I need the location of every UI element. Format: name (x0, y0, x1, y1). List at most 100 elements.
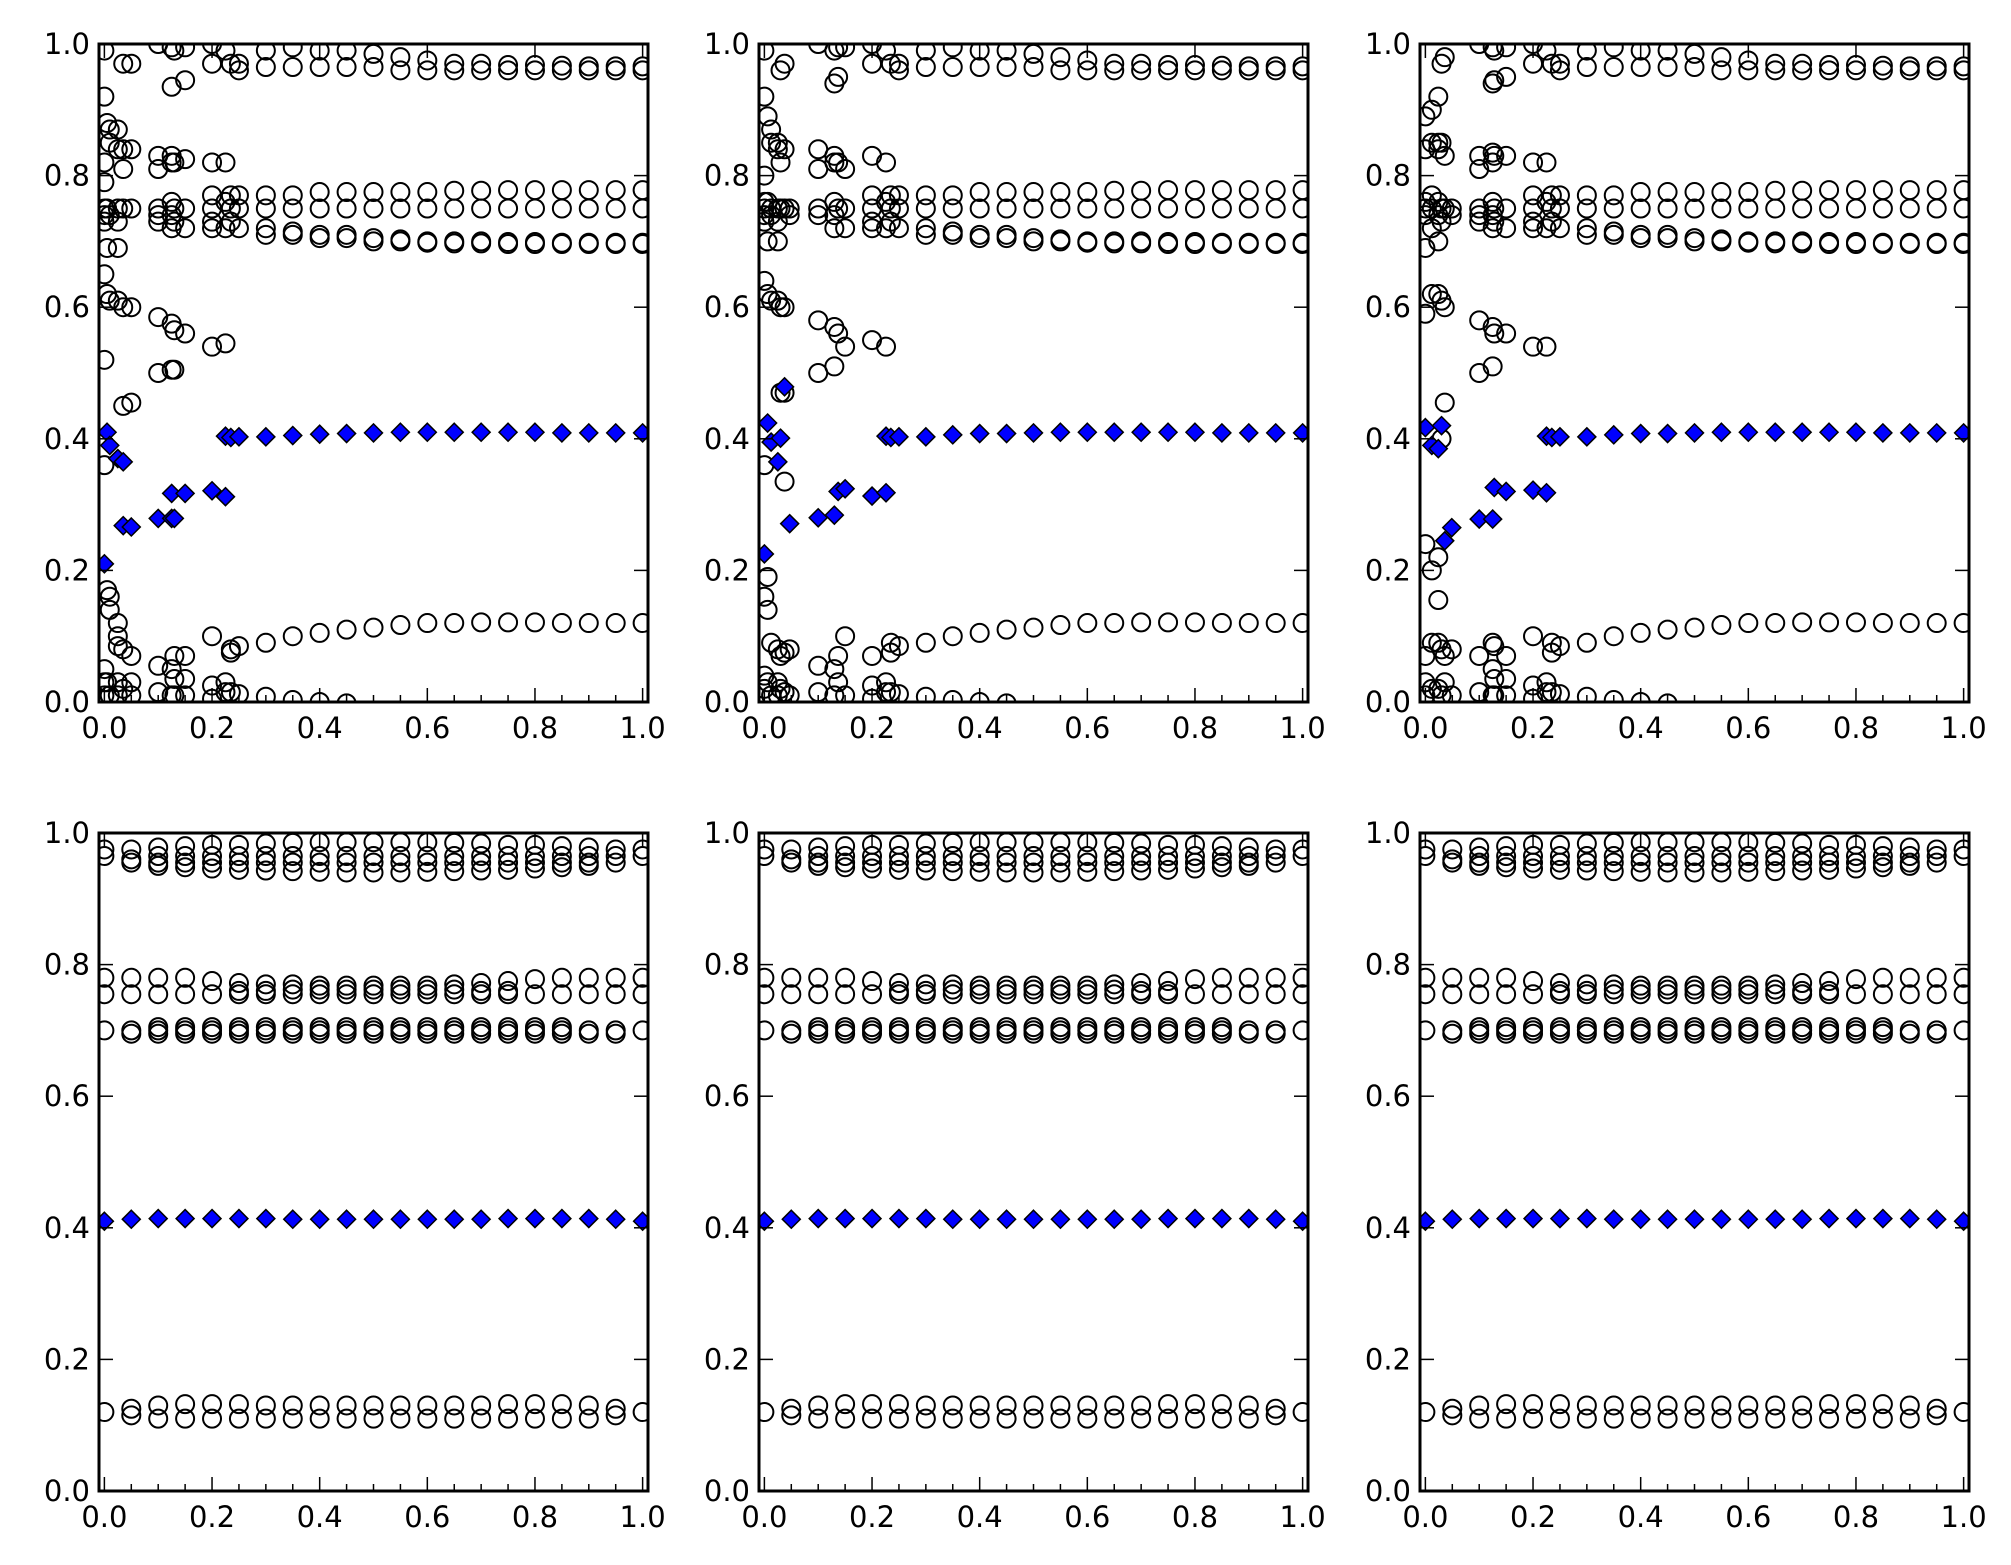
circle-point (578, 1408, 599, 1429)
circle-point (1469, 1408, 1490, 1429)
circle-point (876, 672, 897, 693)
circle-point (1819, 612, 1840, 633)
circle-point (99, 659, 115, 680)
circle-point (1899, 846, 1920, 867)
circle-point (1765, 852, 1786, 873)
circle-point (1523, 1394, 1544, 1415)
diamond-point (497, 1208, 519, 1229)
circle-point (1077, 1395, 1098, 1416)
circle-point (1792, 233, 1813, 254)
circle-point (309, 1395, 330, 1416)
circle-point (524, 969, 545, 990)
circle-point (1158, 859, 1179, 880)
circle-point (1549, 859, 1570, 880)
x-tick-label: 0.4 (297, 711, 343, 745)
circle-point (99, 455, 115, 476)
circle-point (282, 690, 303, 702)
circle-point (161, 44, 182, 58)
circle-point (996, 57, 1017, 78)
circle-point (1953, 984, 1969, 1005)
circle-point (1469, 159, 1490, 180)
circle-point (1819, 1408, 1840, 1429)
circle-point (1684, 862, 1705, 883)
circle-point (336, 57, 357, 78)
circle-point (1765, 1408, 1786, 1429)
circle-point (1292, 967, 1308, 988)
circle-point (1238, 1023, 1259, 1044)
circle-point (1738, 861, 1759, 882)
diamond-point (1077, 1209, 1098, 1230)
circle-point (605, 846, 626, 867)
circle-point (1738, 1408, 1759, 1429)
circle-point (1077, 846, 1098, 867)
circle-point (759, 566, 778, 587)
circle-point (202, 846, 223, 867)
circle-point (1872, 234, 1893, 255)
diamond-point (228, 1208, 250, 1229)
circle-point (1872, 55, 1893, 76)
diamond-point (1872, 1208, 1893, 1229)
circle-point (1442, 852, 1463, 873)
circle-point (1792, 852, 1813, 873)
y-tick-label: 1.0 (44, 816, 90, 850)
circle-point (781, 839, 802, 860)
circle-point (1576, 198, 1597, 219)
circle-point (390, 1408, 411, 1429)
x-tick-label: 1.0 (1280, 711, 1326, 745)
circle-point (148, 655, 169, 676)
circle-point (1603, 198, 1624, 219)
circle-point (309, 1023, 330, 1044)
circle-point (336, 693, 357, 702)
circle-point (1738, 198, 1759, 219)
circle-point (1603, 224, 1624, 245)
diamond-point (417, 422, 438, 443)
circle-point (888, 218, 909, 239)
circle-point (605, 60, 626, 81)
circle-point (1104, 974, 1125, 995)
circle-point (808, 1023, 829, 1044)
circle-point (1469, 984, 1490, 1005)
circle-point (1292, 846, 1308, 867)
circle-point (1926, 613, 1947, 634)
circle-point (202, 336, 223, 357)
diamond-point (1077, 422, 1098, 443)
circle-point (1442, 1023, 1463, 1044)
circle-point (1158, 1394, 1179, 1415)
diamond-point (578, 1208, 599, 1229)
circle-point (1549, 636, 1570, 657)
circle-point (1077, 1023, 1098, 1044)
circle-point (363, 198, 384, 219)
circle-point (1050, 231, 1071, 252)
circle-point (1657, 846, 1678, 867)
circle-point (1420, 1402, 1436, 1423)
diamond-point (309, 424, 330, 445)
circle-point (1845, 198, 1866, 219)
circle-point (107, 211, 128, 232)
circle-point (148, 363, 169, 383)
circle-point (390, 47, 411, 68)
circle-point (1496, 836, 1517, 857)
circle-point (862, 645, 883, 666)
diamond-point (1104, 1209, 1125, 1230)
circle-point (1765, 1023, 1786, 1044)
circle-point (1131, 973, 1152, 994)
axes-frame (97, 42, 650, 704)
circle-point (417, 846, 438, 867)
circle-point (1684, 984, 1705, 1005)
circle-point (1469, 198, 1490, 219)
diamond-point (1845, 1208, 1867, 1229)
circle-point (1211, 613, 1232, 634)
circle-point (148, 855, 169, 876)
circle-point (164, 668, 185, 689)
circle-point (1536, 152, 1557, 173)
circle-point (1023, 979, 1044, 1000)
x-tick-label: 0.4 (957, 711, 1003, 745)
circle-point (1765, 53, 1786, 74)
circle-point (1050, 1023, 1071, 1044)
diamond-point (1926, 422, 1947, 443)
circle-point (942, 1395, 963, 1416)
circle-point (632, 613, 648, 634)
circle-point (1428, 231, 1449, 252)
circle-point (779, 685, 800, 702)
